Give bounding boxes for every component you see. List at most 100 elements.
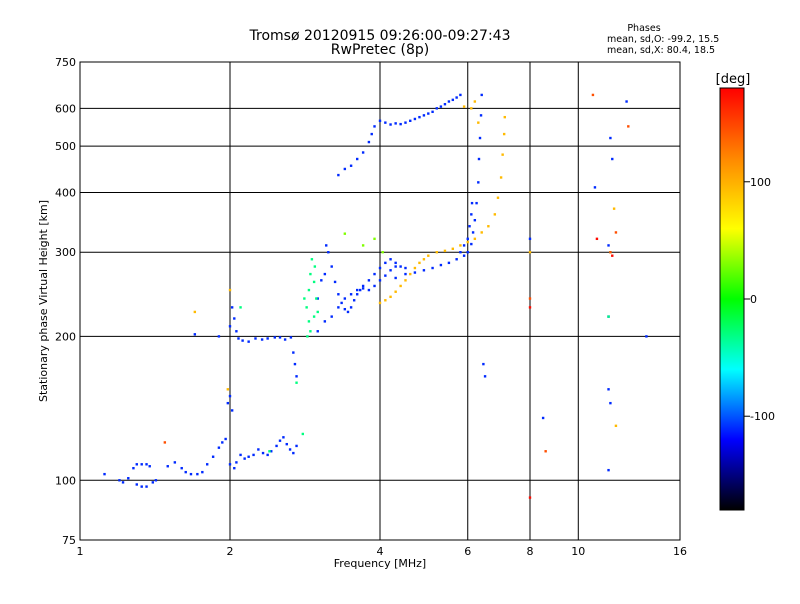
data-point [384,299,387,302]
data-point [292,451,295,455]
y-tick-label: 750 [55,56,76,69]
data-point [278,336,282,339]
data-point [645,335,648,338]
data-point [399,122,402,126]
data-point [303,297,306,300]
data-point [145,485,148,488]
data-point [343,307,347,311]
axis-ticks: 1 2 4 6 8 10 16 75 100 200 300 400 500 600 750 [55,56,687,558]
data-point [528,297,532,300]
data-point [404,279,407,282]
data-point [233,466,236,470]
data-point [470,242,473,246]
x-axis-label: Frequency [MHz] [334,557,426,570]
data-point [389,123,392,126]
data-point [189,472,193,476]
data-point [443,103,447,106]
data-point [487,225,490,228]
data-point [268,450,271,453]
y-tick-label: 300 [55,246,76,259]
data-point [295,381,298,384]
data-point [320,279,323,282]
plot-grid [80,62,680,540]
data-point [627,125,630,128]
data-point [404,266,407,270]
data-point [435,251,438,254]
y-tick-label: 600 [55,102,76,115]
data-point [270,450,273,453]
data-point [609,251,612,254]
data-point [528,496,532,499]
data-point [483,375,487,378]
data-point [235,330,238,333]
data-point [235,461,238,464]
data-point [370,132,373,136]
data-point [309,330,312,333]
data-point [501,153,504,156]
data-point [499,176,503,179]
data-point [323,272,327,276]
data-point [127,477,130,480]
data-point [435,107,438,110]
data-point [413,117,417,121]
data-point [607,244,610,247]
data-point [140,463,143,466]
data-point [310,258,314,261]
data-point [237,337,240,340]
phase-series-5 [528,237,614,499]
data-point [261,451,265,455]
x-tick-label: 8 [527,545,534,558]
data-point [292,351,295,354]
data-point [528,251,532,254]
data-point [394,265,397,268]
data-point [361,151,365,154]
data-point [266,453,269,457]
x-tick-label: 6 [464,545,471,558]
chart-title: Tromsø 20120915 09:26:00-09:27:43 [249,28,511,44]
data-point [343,297,347,300]
phase-stats-o: mean, sd,O: -99.2, 15.5 [607,34,719,45]
data-point [427,254,430,257]
data-point [103,472,106,476]
data-point [593,186,597,189]
data-point [327,251,330,254]
data-point [466,240,469,244]
data-point [459,93,462,97]
data-point [459,251,462,254]
data-point [378,266,382,270]
data-point [193,310,197,314]
data-point [228,325,232,328]
data-point [239,453,242,457]
data-point [309,272,312,276]
data-point [466,251,469,254]
data-point [333,280,337,284]
data-point [394,122,397,125]
data-point [361,287,365,290]
data-point [228,463,232,466]
y-tick-label: 75 [62,534,76,547]
data-point [404,272,407,276]
data-point [180,466,183,470]
data-point [226,401,230,405]
data-point [427,112,430,115]
data-point [349,293,353,296]
data-point [422,114,426,117]
colorbar-ticks: 100 0 -100 [744,176,775,423]
data-point [135,463,138,466]
x-tick-label: 16 [673,545,687,558]
data-point [306,335,309,338]
data-point [466,237,469,241]
y-tick-label: 500 [55,140,76,153]
data-point [325,244,328,247]
data-point [389,258,392,261]
plot-frame [79,61,681,541]
data-point [422,269,426,272]
data-point [282,436,285,439]
data-point [226,388,230,391]
data-point [607,468,610,472]
phase-series-2 [343,232,384,254]
data-point [413,271,417,274]
data-point [394,276,397,280]
